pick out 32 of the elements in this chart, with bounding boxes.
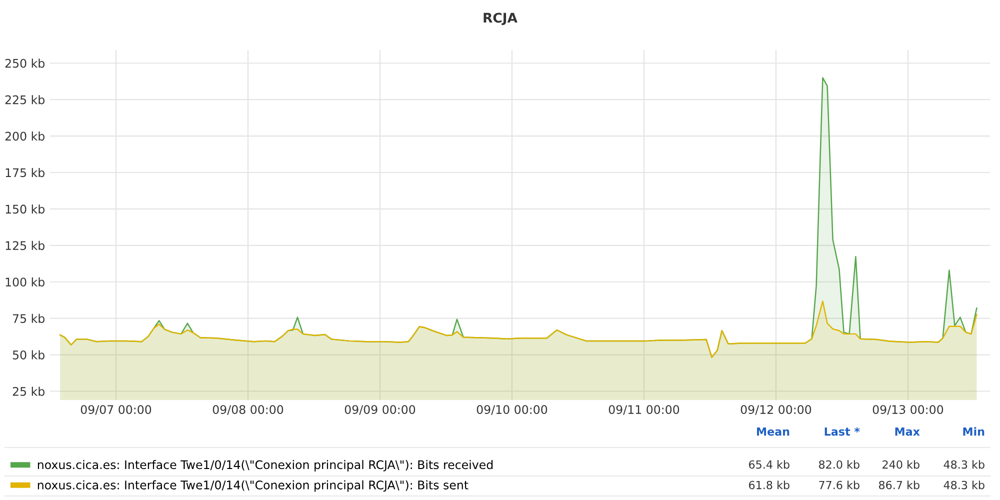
x-tick-label: 09/13 00:00: [872, 405, 944, 415]
text: Min: [963, 427, 984, 436]
legend-label: noxus.cica.es: Interface Twe1/0/14(\"Conexion principal RCJA\"): Bits sent: [38, 480, 468, 492]
y-tick-label: 225 kb: [5, 95, 44, 104]
y-tick-label: 75 kb: [13, 314, 44, 323]
chart-title: RCJA: [484, 12, 518, 26]
x-tick-label: 09/09 00:00: [344, 405, 416, 415]
y-tick-label: 100 kb: [6, 277, 44, 287]
text: 48.3 kb: [944, 460, 984, 469]
x-tick-label: 09/12 00:00: [740, 405, 812, 415]
x-tick-label: 09/10 00:00: [476, 405, 548, 415]
y-tick-label: 25 kb: [12, 386, 44, 396]
text: 82.0 kb: [818, 460, 860, 469]
y-tick-label: 150 kb: [6, 204, 44, 214]
text: 86.7 kb: [878, 480, 920, 490]
x-tick-label: 09/11 00:00: [608, 405, 680, 415]
y-tick-label: 200 kb: [5, 132, 44, 141]
text: 65.4 kb: [749, 460, 790, 469]
y-tick-label: 125 kb: [6, 240, 44, 250]
text: Last *: [824, 427, 860, 436]
text: 48.3 kb: [944, 480, 984, 490]
text: 61.8 kb: [749, 480, 790, 490]
text: Max: [895, 427, 920, 436]
y-tick-label: 250 kb: [5, 58, 44, 68]
text: Mean: [757, 427, 790, 436]
x-tick-label: 09/07 00:00: [80, 405, 152, 415]
y-tick-label: 175 kb: [6, 168, 44, 178]
text: 77.6 kb: [819, 480, 860, 490]
legend-label: noxus.cica.es: Interface Twe1/0/14(\"Conexion principal RCJA\"): Bits received: [38, 460, 493, 472]
text: 240 kb: [882, 460, 920, 469]
y-tick-label: 50 kb: [12, 350, 44, 360]
x-tick-label: 09/08 00:00: [212, 405, 284, 415]
